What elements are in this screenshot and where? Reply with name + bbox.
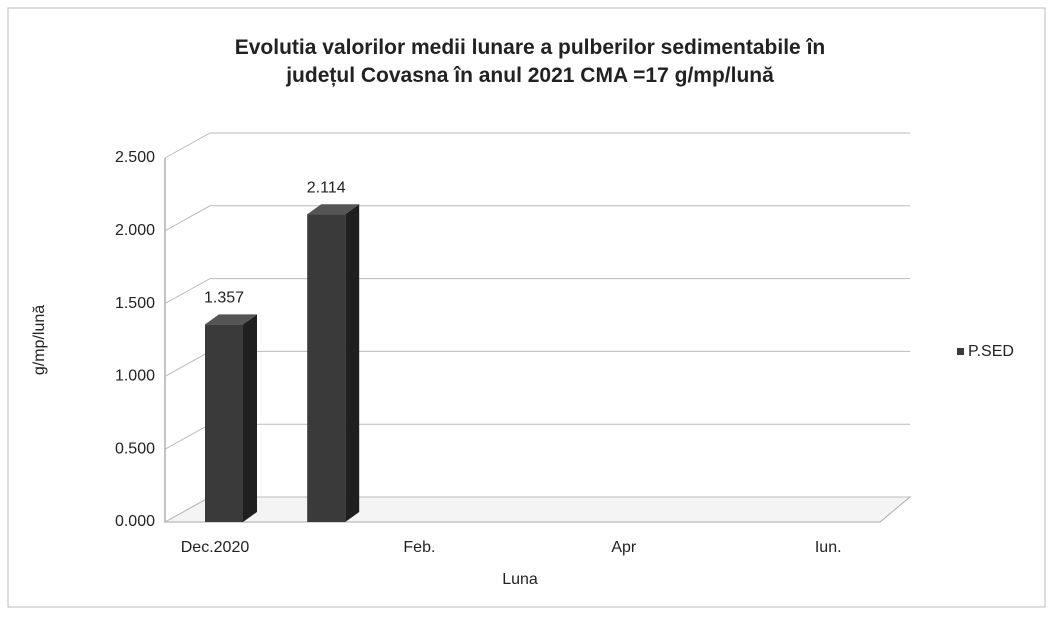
y-tick-label: 0.000 bbox=[115, 513, 155, 530]
y-tick-label: 1.500 bbox=[115, 295, 155, 312]
floor bbox=[163, 496, 912, 523]
bar bbox=[205, 324, 243, 522]
data-label: 2.114 bbox=[307, 179, 346, 196]
bar-group bbox=[205, 314, 257, 522]
x-tick-label: Dec.2020 bbox=[181, 539, 250, 556]
x-axis-label: Luna bbox=[502, 571, 538, 588]
bar-side bbox=[345, 204, 360, 522]
y-tick-label: 1.000 bbox=[115, 368, 155, 385]
x-tick-label: Feb. bbox=[403, 539, 435, 556]
y-axis-label: g/mp/lună bbox=[31, 305, 48, 375]
y-tick-label: 2.000 bbox=[115, 222, 155, 239]
grid-line bbox=[164, 132, 910, 159]
grid-line bbox=[164, 278, 910, 305]
data-label: 1.357 bbox=[204, 290, 244, 307]
chart-title: Evolutia valorilor medii lunare a pulber… bbox=[235, 36, 825, 87]
legend-swatch bbox=[957, 348, 964, 355]
bar bbox=[307, 214, 346, 522]
bar-group bbox=[307, 204, 360, 522]
bar-top bbox=[307, 204, 360, 215]
legend-label: P.SED bbox=[968, 343, 1014, 360]
grid-line bbox=[164, 205, 910, 232]
x-tick-label: Apr bbox=[611, 539, 637, 556]
bar-side bbox=[243, 314, 257, 522]
bar-top bbox=[205, 314, 257, 325]
y-tick-label: 0.500 bbox=[115, 440, 155, 457]
y-tick-label: 2.500 bbox=[115, 149, 155, 166]
x-tick-label: Iun. bbox=[815, 539, 842, 556]
